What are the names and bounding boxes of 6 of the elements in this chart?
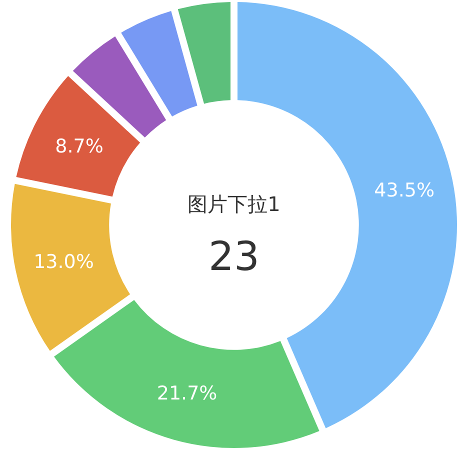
data-label: 13.0%	[34, 250, 94, 273]
text: 23	[208, 234, 260, 280]
data-label: 8.7%	[55, 136, 104, 158]
data-label: 21.7%	[156, 382, 218, 404]
text: 图片下拉1	[188, 192, 280, 216]
data-label: 43.5%	[374, 180, 435, 202]
